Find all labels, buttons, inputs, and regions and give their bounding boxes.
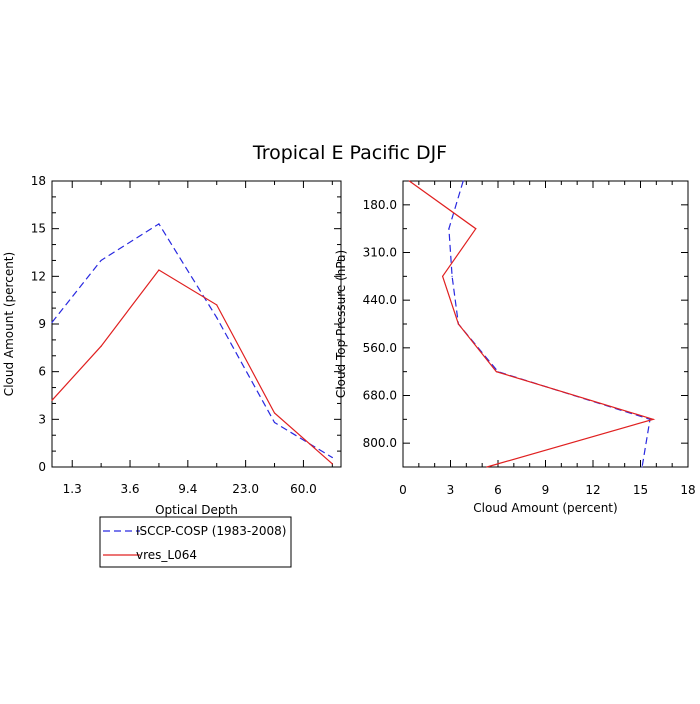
right-series-model-point xyxy=(441,275,444,277)
right-series-obs-line xyxy=(448,180,651,468)
right-series-model-point xyxy=(652,418,654,420)
right-series-obs-point xyxy=(448,228,450,230)
left-series-obs-point xyxy=(216,317,218,319)
left-series-obs-point xyxy=(273,421,276,424)
left-series-model-point xyxy=(216,304,218,306)
left-series-model-point xyxy=(100,345,102,347)
right-x-tick-label: 9 xyxy=(542,483,550,497)
left-series-model-point xyxy=(51,399,53,401)
right-x-tick-label: 18 xyxy=(680,483,695,497)
right-y-tick-label: 440.0 xyxy=(363,293,397,307)
right-series-model-point xyxy=(495,371,498,373)
legend-label-model: vres_L064 xyxy=(136,548,197,562)
left-series-model-point xyxy=(331,463,333,465)
right-series-obs-point xyxy=(451,275,453,277)
right-series-model-point xyxy=(486,466,488,468)
right-x-tick-label: 3 xyxy=(447,483,455,497)
right-plot-frame xyxy=(402,180,689,468)
legend: ISCCP-COSP (1983-2008) vres_L064 xyxy=(99,516,292,568)
right-y-tick-label: 560.0 xyxy=(363,341,397,355)
legend-box xyxy=(99,516,292,568)
left-x-tick-label: 3.6 xyxy=(120,482,139,496)
right-x-axis-label: Cloud Amount (percent) xyxy=(473,501,617,515)
left-x-axis-label: Optical Depth xyxy=(155,503,238,517)
left-series-obs-point xyxy=(331,456,333,459)
left-y-tick-label: 15 xyxy=(31,222,46,236)
left-y-axis-label: Cloud Amount (percent) xyxy=(2,252,16,396)
left-series-obs-point xyxy=(100,259,102,262)
left-series-obs-point xyxy=(51,321,53,324)
right-y-axis-label: Cloud Top Pressure (hPa) xyxy=(334,250,348,398)
right-x-tick-label: 15 xyxy=(633,483,648,497)
right-x-tick-label: 0 xyxy=(399,483,407,497)
right-y-tick-label: 310.0 xyxy=(363,246,397,260)
right-series-model-point xyxy=(408,180,410,182)
left-x-tick-label: 23.0 xyxy=(232,482,259,496)
right-series-model-line xyxy=(408,180,656,468)
left-x-tick-label: 1.3 xyxy=(63,482,82,496)
right-x-tick-label: 12 xyxy=(585,483,600,497)
left-panel: 0 3 6 9 12 15 18 1.3 3.6 9.4 23.0 60.0 Optical Depth… xyxy=(2,174,342,517)
right-series-model-point xyxy=(475,228,477,230)
right-series-model-point xyxy=(457,323,460,325)
left-x-tick-label: 9.4 xyxy=(178,482,197,496)
right-y-tick-label: 800.0 xyxy=(363,436,397,450)
left-y-tick-label: 6 xyxy=(38,365,46,379)
right-series-obs-point xyxy=(641,466,643,468)
right-x-tick-label: 6 xyxy=(494,483,502,497)
left-series-obs-point xyxy=(158,223,160,225)
right-series-obs-point xyxy=(462,180,464,182)
legend-label-obs: ISCCP-COSP (1983-2008) xyxy=(136,524,286,538)
left-plot-frame xyxy=(51,180,342,468)
chart-title: Tropical E Pacific DJF xyxy=(252,142,447,164)
left-series-model-line xyxy=(51,269,333,465)
left-y-tick-label: 18 xyxy=(31,174,46,188)
left-y-tick-label: 9 xyxy=(38,317,46,331)
left-series-obs-line xyxy=(51,223,333,459)
left-y-tick-label: 0 xyxy=(38,460,46,474)
right-y-tick-label: 180.0 xyxy=(363,198,397,212)
left-series-model-point xyxy=(273,412,276,414)
left-y-tick-label: 12 xyxy=(31,269,46,283)
left-series-model-point xyxy=(158,269,160,271)
right-y-tick-label: 680.0 xyxy=(363,389,397,403)
right-panel: 0 3 6 9 12 15 18 180.0 310.0 440.0 560.0 680.0 800.0… xyxy=(334,180,696,515)
left-y-tick-label: 3 xyxy=(38,412,46,426)
left-x-tick-label: 60.0 xyxy=(290,482,317,496)
